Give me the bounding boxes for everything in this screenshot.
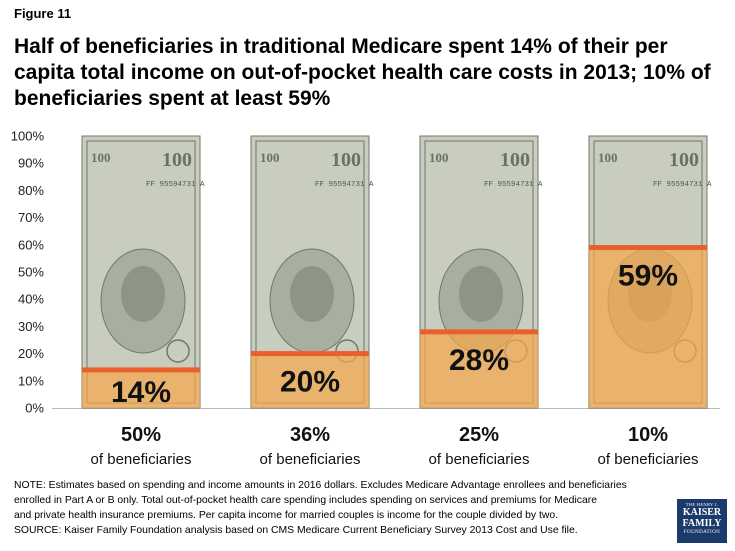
chart-title: Half of beneficiaries in traditional Med… [14,35,711,110]
logo-line-1: THE HENRY J. [685,502,719,507]
bill-serial-number: FF 95594731 A [146,181,205,189]
bill-column-3: 100 100 FF 95594731 A 28% 25% of beneficiarie… [419,135,543,468]
y-tick-label: 30% [18,319,44,334]
bill-denomination: 100 [429,150,449,165]
y-tick-label: 20% [18,346,44,361]
logo-line-4: FOUNDATION [683,530,721,535]
portrait-face [121,266,165,322]
bill-denomination: 100 [260,150,280,165]
y-tick-label: 0% [25,401,44,416]
category-sublabel: of beneficiaries [429,451,530,468]
value-label: 14% [111,376,171,409]
y-tick-label: 40% [18,292,44,307]
bar-chart: 0% 10% 20% 30% 40% 50% 60% 70% 80% 90% 100% 100 100 F… [11,129,720,468]
category-label: 50% [121,424,161,446]
logo-line-3: FAMILY [682,518,722,529]
spending-level-line [82,367,200,373]
spending-level-line [589,245,707,251]
spending-level-line [251,351,369,357]
spending-level-line [420,329,538,335]
y-tick-label: 10% [18,373,44,388]
category-label: 10% [628,424,668,446]
spending-bar [251,353,369,408]
note-line-3: and private health insurance premiums. P… [14,510,559,521]
value-label: 59% [618,260,678,293]
portrait-face [459,266,503,322]
category-sublabel: of beneficiaries [91,451,192,468]
bill-denomination: 100 [331,149,361,171]
bill-column-1: 100 100 FF 95594731 A 14% 50% of beneficiarie… [81,135,205,468]
bill-serial-number: FF 95594731 A [315,181,374,189]
y-tick-label: 80% [18,183,44,198]
category-sublabel: of beneficiaries [260,451,361,468]
bill-seal [166,339,190,363]
chart-note: NOTE: Estimates based on spending and in… [14,478,669,538]
bill-denomination: 100 [500,149,530,171]
bill-denomination: 100 [669,149,699,171]
bill-serial-number: FF 95594731 A [653,181,712,189]
y-tick-label: 50% [18,265,44,280]
category-label: 25% [459,424,499,446]
value-label: 28% [449,344,509,377]
spending-bar [589,247,707,408]
bill-denomination: 100 [598,150,618,165]
spending-bar [420,331,538,408]
category-label: 36% [290,424,330,446]
bill-denomination: 100 [162,149,192,171]
note-line-2: enrolled in Part A or B only. Total out-… [14,495,597,506]
bill-denomination: 100 [91,150,111,165]
y-tick-label: 70% [18,210,44,225]
value-label: 20% [280,366,340,399]
y-tick-label: 90% [18,156,44,171]
bill-column-4: 100 100 FF 95594731 A 59% 10% of beneficiarie… [588,135,712,468]
note-line-1: NOTE: Estimates based on spending and in… [14,480,627,491]
portrait-face [290,266,334,322]
bill-serial-number: FF 95594731 A [484,181,543,189]
spending-bar [82,369,200,408]
bill-column-2: 100 100 FF 95594731 A 20% 36% of beneficiarie… [250,135,374,468]
category-sublabel: of beneficiaries [598,451,699,468]
figure-label: Figure 11 [14,6,72,21]
kff-logo: THE HENRY J. KAISER FAMILY FOUNDATION [677,499,727,543]
y-tick-label: 100% [11,129,45,144]
y-tick-label: 60% [18,237,44,252]
source-line: SOURCE: Kaiser Family Foundation analysi… [14,525,578,536]
logo-line-2: KAISER [682,507,722,518]
